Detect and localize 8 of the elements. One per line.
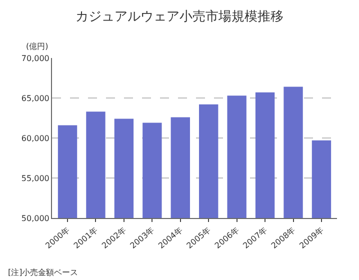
y-tick-label: 70,000 — [21, 54, 50, 63]
y-tick-label: 55,000 — [21, 174, 50, 183]
chart-title: カジュアルウェア小売市場規模推移 — [76, 9, 284, 24]
text: [注]小売金額ベース — [8, 268, 78, 277]
y-axis-title: (億円) — [26, 42, 48, 51]
y-tick-label: 60,000 — [21, 134, 50, 143]
y-tick-label: 65,000 — [21, 94, 50, 103]
y-tick-label: 50,000 — [21, 214, 50, 223]
